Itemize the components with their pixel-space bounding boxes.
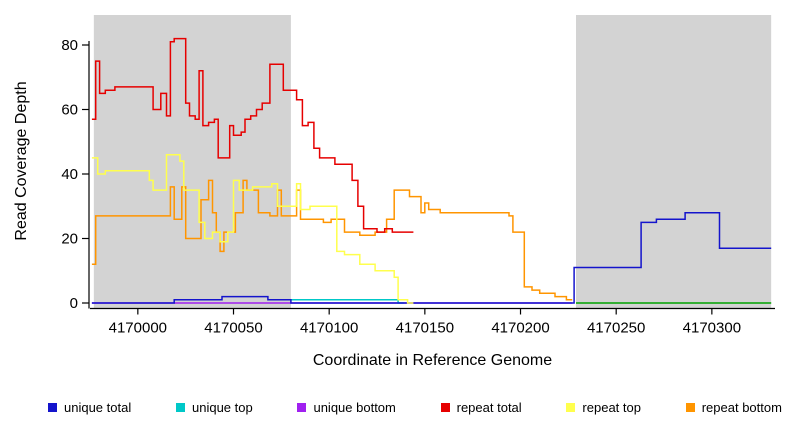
legend-swatch-unique-bottom <box>297 403 307 412</box>
legend-label-unique-total: unique total <box>64 400 132 415</box>
legend-item-unique-top: unique top <box>175 400 253 415</box>
shaded-region <box>576 15 772 309</box>
shaded-region <box>93 15 291 309</box>
legend-label-unique-top: unique top <box>191 400 253 415</box>
y-tick-label: 0 <box>70 295 78 312</box>
y-tick-label: 60 <box>61 102 78 119</box>
x-tick-label: 4170050 <box>204 320 262 337</box>
legend-label-repeat-total: repeat total <box>456 400 522 415</box>
x-tick-label: 4170200 <box>491 320 549 337</box>
x-tick-label: 4170100 <box>300 320 358 337</box>
legend-item-unique-total: unique total <box>48 400 131 415</box>
y-tick-label: 20 <box>61 231 78 248</box>
y-axis-title: Read Coverage Depth <box>13 81 30 241</box>
legend-item-unique-bottom: unique bottom <box>297 400 396 415</box>
x-tick-label: 4170300 <box>683 320 741 337</box>
legend-label-repeat-top: repeat top <box>582 400 641 415</box>
x-tick-label: 4170000 <box>109 320 167 337</box>
legend-swatch-unique-total <box>48 403 57 412</box>
coverage-chart: 4170000 4170050 4170100 4170150 4170200 41702… <box>61 15 775 337</box>
legend: unique total unique top unique bottom re… <box>48 400 782 415</box>
legend-label-repeat-bottom: repeat bottom <box>701 400 782 415</box>
legend-swatch-repeat-total <box>440 403 450 412</box>
legend-swatch-repeat-top <box>566 403 576 412</box>
legend-swatch-repeat-bottom <box>685 403 695 412</box>
legend-label-unique-bottom: unique bottom <box>313 400 396 415</box>
legend-item-repeat-top: repeat top <box>566 400 641 415</box>
series-repeat-total <box>91 37 414 233</box>
y-tick-label: 40 <box>61 166 78 183</box>
series-unique-total <box>91 211 772 304</box>
legend-item-repeat-bottom: repeat bottom <box>685 400 782 415</box>
y-tick-label: 80 <box>61 37 78 54</box>
series-repeat-top <box>91 153 414 304</box>
x-axis-title: Coordinate in Reference Genome <box>312 352 553 369</box>
legend-item-repeat-total: repeat total <box>440 400 522 415</box>
x-tick-label: 4170250 <box>587 320 645 337</box>
legend-swatch-unique-top <box>175 403 185 412</box>
x-tick-label: 4170150 <box>396 320 454 337</box>
